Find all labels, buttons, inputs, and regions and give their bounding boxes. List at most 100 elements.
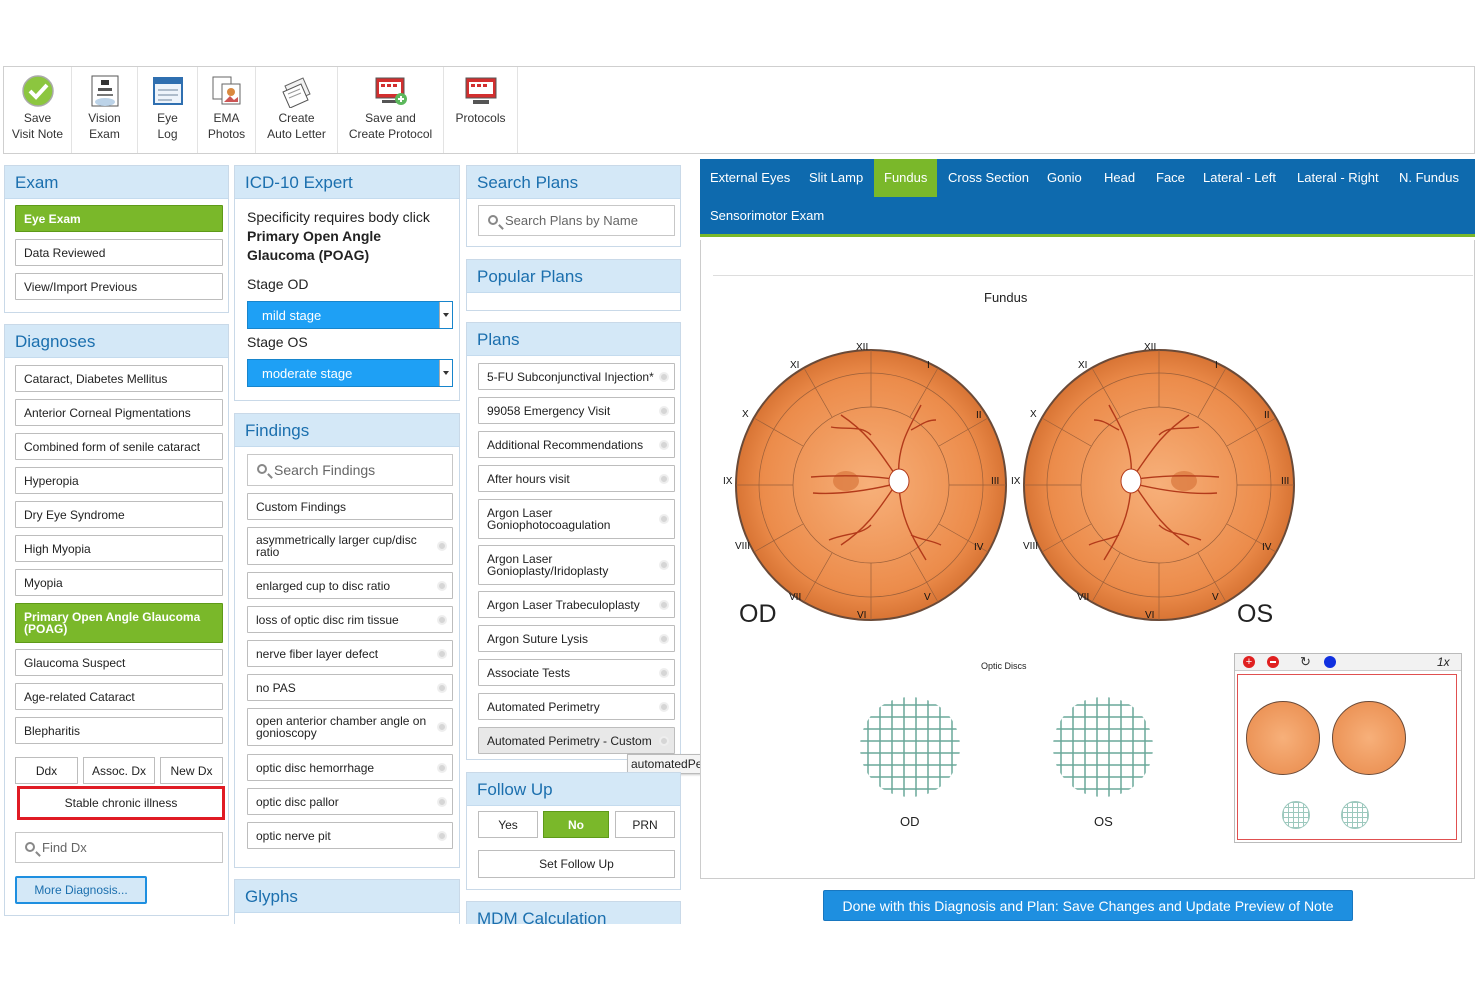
gear-icon[interactable] — [437, 830, 447, 841]
gear-icon[interactable] — [659, 735, 669, 746]
gear-icon[interactable] — [659, 473, 669, 484]
gear-icon[interactable] — [437, 762, 447, 773]
tab-lateral-left[interactable]: Lateral - Left — [1203, 170, 1276, 185]
diagnosis-item[interactable]: Blepharitis — [15, 717, 223, 744]
gear-icon[interactable] — [659, 439, 669, 450]
fundus-os-diagram[interactable] — [1009, 335, 1309, 635]
follow-up-no-button[interactable]: No — [543, 811, 609, 838]
plan-item[interactable]: Argon Laser Trabeculoplasty — [478, 591, 675, 618]
gear-icon[interactable] — [659, 514, 669, 524]
plan-item[interactable]: 99058 Emergency Visit — [478, 397, 675, 424]
finding-item[interactable]: enlarged cup to disc ratio — [247, 572, 453, 599]
more-diagnosis-button[interactable]: More Diagnosis... — [15, 876, 147, 904]
gear-icon[interactable] — [437, 722, 447, 732]
tab-cross-section[interactable]: Cross Section — [948, 170, 1029, 185]
stable-chronic-illness-button[interactable]: Stable chronic illness — [17, 786, 225, 820]
gear-icon[interactable] — [437, 580, 447, 591]
popular-plans-title[interactable]: Popular Plans — [467, 260, 680, 293]
finding-item[interactable]: asymmetrically larger cup/disc ratio — [247, 527, 453, 565]
follow-up-prn-button[interactable]: PRN — [615, 811, 675, 838]
diagnosis-item[interactable]: Myopia — [15, 569, 223, 596]
tab-head[interactable]: Head — [1104, 170, 1136, 185]
finding-item[interactable]: loss of optic disc rim tissue — [247, 606, 453, 633]
create-auto-letter-button[interactable]: Create Auto Letter — [256, 67, 338, 153]
save-visit-note-button[interactable]: Save Visit Note — [4, 67, 72, 153]
ema-photos-button[interactable]: EMA Photos — [198, 67, 256, 153]
tab-gonio[interactable]: Gonio — [1047, 170, 1082, 185]
gear-icon[interactable] — [659, 560, 669, 570]
optic-disc-od-grid[interactable] — [858, 695, 962, 799]
optic-disc-os-grid[interactable] — [1051, 695, 1155, 799]
tab-sensorimotor-exam[interactable]: Sensorimotor Exam — [710, 208, 825, 223]
tab-face[interactable]: Face — [1156, 170, 1185, 185]
new-dx-button[interactable]: New Dx — [160, 757, 223, 784]
finding-item[interactable]: Custom Findings — [247, 493, 453, 520]
gear-icon[interactable] — [437, 796, 447, 807]
done-save-button[interactable]: Done with this Diagnosis and Plan: Save … — [823, 890, 1353, 921]
protocols-button[interactable]: Protocols — [444, 67, 518, 153]
gear-icon[interactable] — [659, 667, 669, 678]
vision-exam-button[interactable]: Vision Exam — [72, 67, 138, 153]
plan-item[interactable]: Associate Tests — [478, 659, 675, 686]
tab-external-eyes[interactable]: External Eyes — [710, 170, 791, 185]
diagnosis-item-selected[interactable]: Primary Open Angle Glaucoma (POAG) — [15, 603, 223, 643]
search-findings-input[interactable]: Search Findings — [247, 454, 453, 486]
gear-icon[interactable] — [659, 371, 669, 382]
diagnosis-item[interactable]: Combined form of senile cataract — [15, 433, 223, 460]
gear-icon[interactable] — [659, 599, 669, 610]
gear-icon[interactable] — [437, 541, 447, 551]
assoc-dx-button[interactable]: Assoc. Dx — [83, 757, 155, 784]
diagnosis-item[interactable]: Anterior Corneal Pigmentations — [15, 399, 223, 426]
finding-item[interactable]: optic disc hemorrhage — [247, 754, 453, 781]
ddx-button[interactable]: Ddx — [15, 757, 78, 784]
gear-icon[interactable] — [659, 633, 669, 644]
mdm-title[interactable]: MDM Calculation — [467, 902, 680, 924]
plan-item[interactable]: Argon Suture Lysis — [478, 625, 675, 652]
navigator-viewport[interactable] — [1237, 674, 1457, 840]
diagnosis-item[interactable]: Age-related Cataract — [15, 683, 223, 710]
tab-fundus[interactable]: Fundus — [874, 159, 938, 197]
reset-icon[interactable]: ↻ — [1300, 654, 1311, 669]
exam-item-view-import[interactable]: View/Import Previous — [15, 273, 223, 300]
gear-icon[interactable] — [437, 682, 447, 693]
plan-item[interactable]: Argon Laser Goniophotocoagulation — [478, 499, 675, 539]
finding-item[interactable]: open anterior chamber angle on gonioscop… — [247, 708, 453, 746]
gear-icon[interactable] — [437, 648, 447, 659]
search-plans-input[interactable]: Search Plans by Name — [478, 205, 675, 236]
plan-item[interactable]: Additional Recommendations — [478, 431, 675, 458]
set-follow-up-button[interactable]: Set Follow Up — [478, 850, 675, 878]
find-dx-input[interactable]: Find Dx — [15, 832, 223, 863]
eye-log-button[interactable]: Eye Log — [138, 67, 198, 153]
finding-item[interactable]: nerve fiber layer defect — [247, 640, 453, 667]
plan-item[interactable]: Argon Laser Gonioplasty/Iridoplasty — [478, 545, 675, 585]
exam-item-data-reviewed[interactable]: Data Reviewed — [15, 239, 223, 266]
diagnosis-item[interactable]: Cataract, Diabetes Mellitus — [15, 365, 223, 392]
finding-item[interactable]: no PAS — [247, 674, 453, 701]
diagnosis-item[interactable]: Hyperopia — [15, 467, 223, 494]
follow-up-yes-button[interactable]: Yes — [478, 811, 538, 838]
stage-os-select[interactable]: moderate stage — [247, 359, 453, 387]
fundus-drawing-area[interactable]: Fundus — [700, 240, 1475, 879]
plan-item[interactable]: 5-FU Subconjunctival Injection* — [478, 363, 675, 390]
gear-icon[interactable] — [659, 701, 669, 712]
zoom-in-icon[interactable]: + — [1243, 656, 1255, 668]
save-create-protocol-button[interactable]: Save and Create Protocol — [338, 67, 444, 153]
finding-item[interactable]: optic disc pallor — [247, 788, 453, 815]
tab-n-fundus[interactable]: N. Fundus — [1399, 170, 1459, 185]
stage-od-select[interactable]: mild stage — [247, 301, 453, 329]
fundus-od-diagram[interactable] — [721, 335, 1021, 635]
diagnosis-item[interactable]: High Myopia — [15, 535, 223, 562]
glyphs-title[interactable]: Glyphs — [235, 880, 459, 913]
tab-slit-lamp[interactable]: Slit Lamp — [809, 170, 864, 185]
zoom-out-icon[interactable] — [1267, 656, 1279, 668]
finding-item[interactable]: optic nerve pit — [247, 822, 453, 849]
plan-item[interactable]: Automated Perimetry — [478, 693, 675, 720]
plan-item[interactable]: After hours visit — [478, 465, 675, 492]
exam-item-eye-exam[interactable]: Eye Exam — [15, 205, 223, 232]
tab-lateral-right[interactable]: Lateral - Right — [1297, 170, 1379, 185]
diagnosis-item[interactable]: Dry Eye Syndrome — [15, 501, 223, 528]
gear-icon[interactable] — [659, 405, 669, 416]
color-picker-icon[interactable] — [1324, 656, 1336, 668]
diagnosis-item[interactable]: Glaucoma Suspect — [15, 649, 223, 676]
gear-icon[interactable] — [437, 614, 447, 625]
